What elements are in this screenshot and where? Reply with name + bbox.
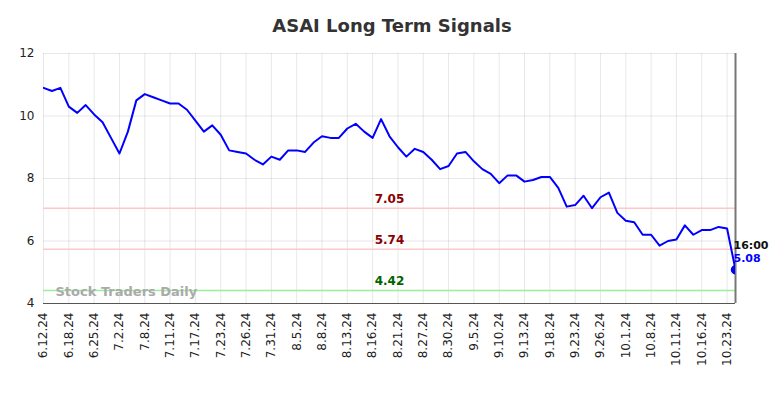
svg-text:9.13.24: 9.13.24: [517, 313, 531, 359]
svg-text:10.1.24: 10.1.24: [619, 313, 633, 359]
svg-text:10.16.24: 10.16.24: [695, 313, 709, 366]
svg-text:9.5.24: 9.5.24: [467, 313, 481, 351]
svg-text:9.10.24: 9.10.24: [492, 313, 506, 359]
svg-text:6.25.24: 6.25.24: [87, 313, 101, 359]
svg-text:6.18.24: 6.18.24: [62, 313, 76, 359]
svg-text:7.11.24: 7.11.24: [163, 313, 177, 359]
svg-text:7.05: 7.05: [375, 192, 405, 206]
svg-text:12: 12: [19, 46, 34, 60]
svg-text:8.13.24: 8.13.24: [340, 313, 354, 359]
svg-text:7.23.24: 7.23.24: [214, 313, 228, 359]
svg-text:4: 4: [27, 296, 35, 310]
svg-text:8: 8: [27, 171, 35, 185]
svg-text:5.08: 5.08: [734, 252, 761, 265]
svg-text:7.8.24: 7.8.24: [138, 313, 152, 351]
svg-text:7.31.24: 7.31.24: [264, 313, 278, 359]
svg-text:8.30.24: 8.30.24: [441, 313, 455, 359]
svg-text:8.8.24: 8.8.24: [315, 313, 329, 351]
svg-text:6: 6: [27, 234, 35, 248]
svg-text:7.26.24: 7.26.24: [239, 313, 253, 359]
svg-text:6.12.24: 6.12.24: [36, 313, 50, 359]
svg-text:9.23.24: 9.23.24: [568, 313, 582, 359]
svg-text:9.26.24: 9.26.24: [593, 313, 607, 359]
svg-text:8.16.24: 8.16.24: [365, 313, 379, 359]
svg-text:10.11.24: 10.11.24: [669, 313, 683, 366]
svg-text:9.18.24: 9.18.24: [543, 313, 557, 359]
svg-text:8.21.24: 8.21.24: [391, 313, 405, 359]
svg-text:4.42: 4.42: [375, 274, 405, 288]
svg-text:10.8.24: 10.8.24: [644, 313, 658, 359]
svg-text:8.5.24: 8.5.24: [290, 313, 304, 351]
svg-text:Stock Traders Daily: Stock Traders Daily: [56, 284, 198, 299]
svg-text:8.27.24: 8.27.24: [416, 313, 430, 359]
html-text:ASAI Long Term Signals: ASAI Long Term Signals: [272, 15, 512, 36]
svg-text:7.2.24: 7.2.24: [112, 313, 126, 351]
svg-text:16:00: 16:00: [734, 239, 769, 252]
svg-text:5.74: 5.74: [375, 233, 405, 247]
svg-text:7.17.24: 7.17.24: [188, 313, 202, 359]
svg-text:10: 10: [19, 109, 34, 123]
svg-text:10.23.24: 10.23.24: [720, 313, 734, 366]
